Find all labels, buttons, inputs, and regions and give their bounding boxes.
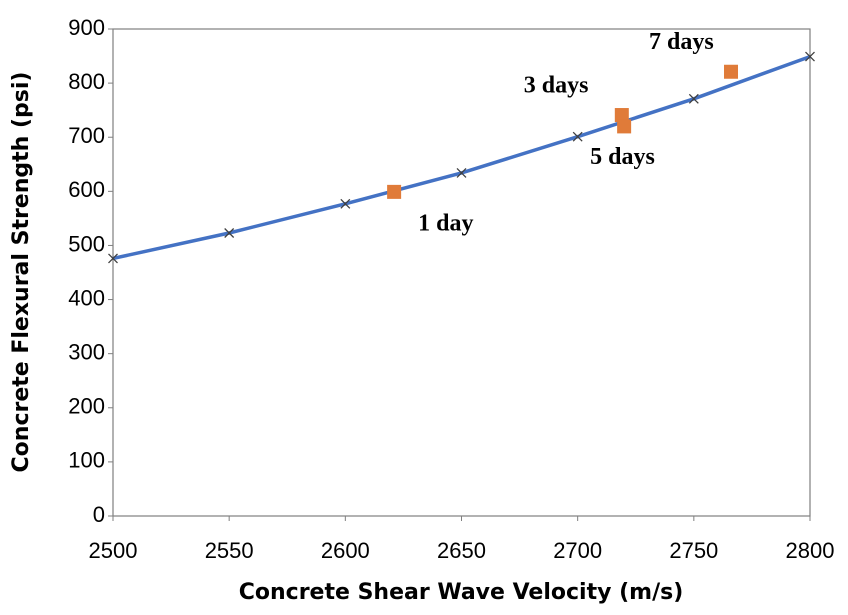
x-marker xyxy=(340,198,351,209)
x-axis-title: Concrete Shear Wave Velocity (m/s) xyxy=(239,580,684,605)
point xyxy=(617,119,632,134)
x-marker xyxy=(224,228,235,238)
point-label: 7 days xyxy=(649,29,714,55)
y-tick-label: 500 xyxy=(68,231,105,256)
plot-frame xyxy=(112,28,811,517)
point xyxy=(614,108,629,123)
x-marker xyxy=(688,93,699,104)
x-tick-label: 2650 xyxy=(437,538,486,563)
y-tick-label: 700 xyxy=(68,123,105,148)
x-marker xyxy=(805,51,815,62)
y-tick-label: 300 xyxy=(68,339,105,364)
x-tick-label: 2700 xyxy=(553,538,602,563)
point xyxy=(724,64,739,79)
x-marker xyxy=(572,131,583,142)
point-label: 3 days xyxy=(524,73,589,99)
point-label: 1 day xyxy=(418,210,473,236)
y-tick-label: 900 xyxy=(68,15,105,40)
y-tick-label: 100 xyxy=(68,448,105,473)
y-tick-label: 600 xyxy=(68,177,105,202)
x-tick-label: 2550 xyxy=(205,538,254,563)
y-axis-title: Concrete Flexural Strength (psi) xyxy=(9,72,34,473)
x-tick-label: 2800 xyxy=(786,538,835,563)
x-tick-label: 2750 xyxy=(669,538,718,563)
y-tick-label: 800 xyxy=(68,69,105,94)
x-tick-label: 2600 xyxy=(321,538,370,563)
x-marker xyxy=(108,253,118,264)
y-tick-label: 200 xyxy=(68,394,105,419)
point-label: 5 days xyxy=(590,144,655,170)
y-tick-label: 400 xyxy=(68,285,105,310)
x-tick-label: 2500 xyxy=(89,538,138,563)
x-marker xyxy=(456,167,467,178)
y-tick-label: 0 xyxy=(93,502,105,527)
point xyxy=(387,184,402,199)
